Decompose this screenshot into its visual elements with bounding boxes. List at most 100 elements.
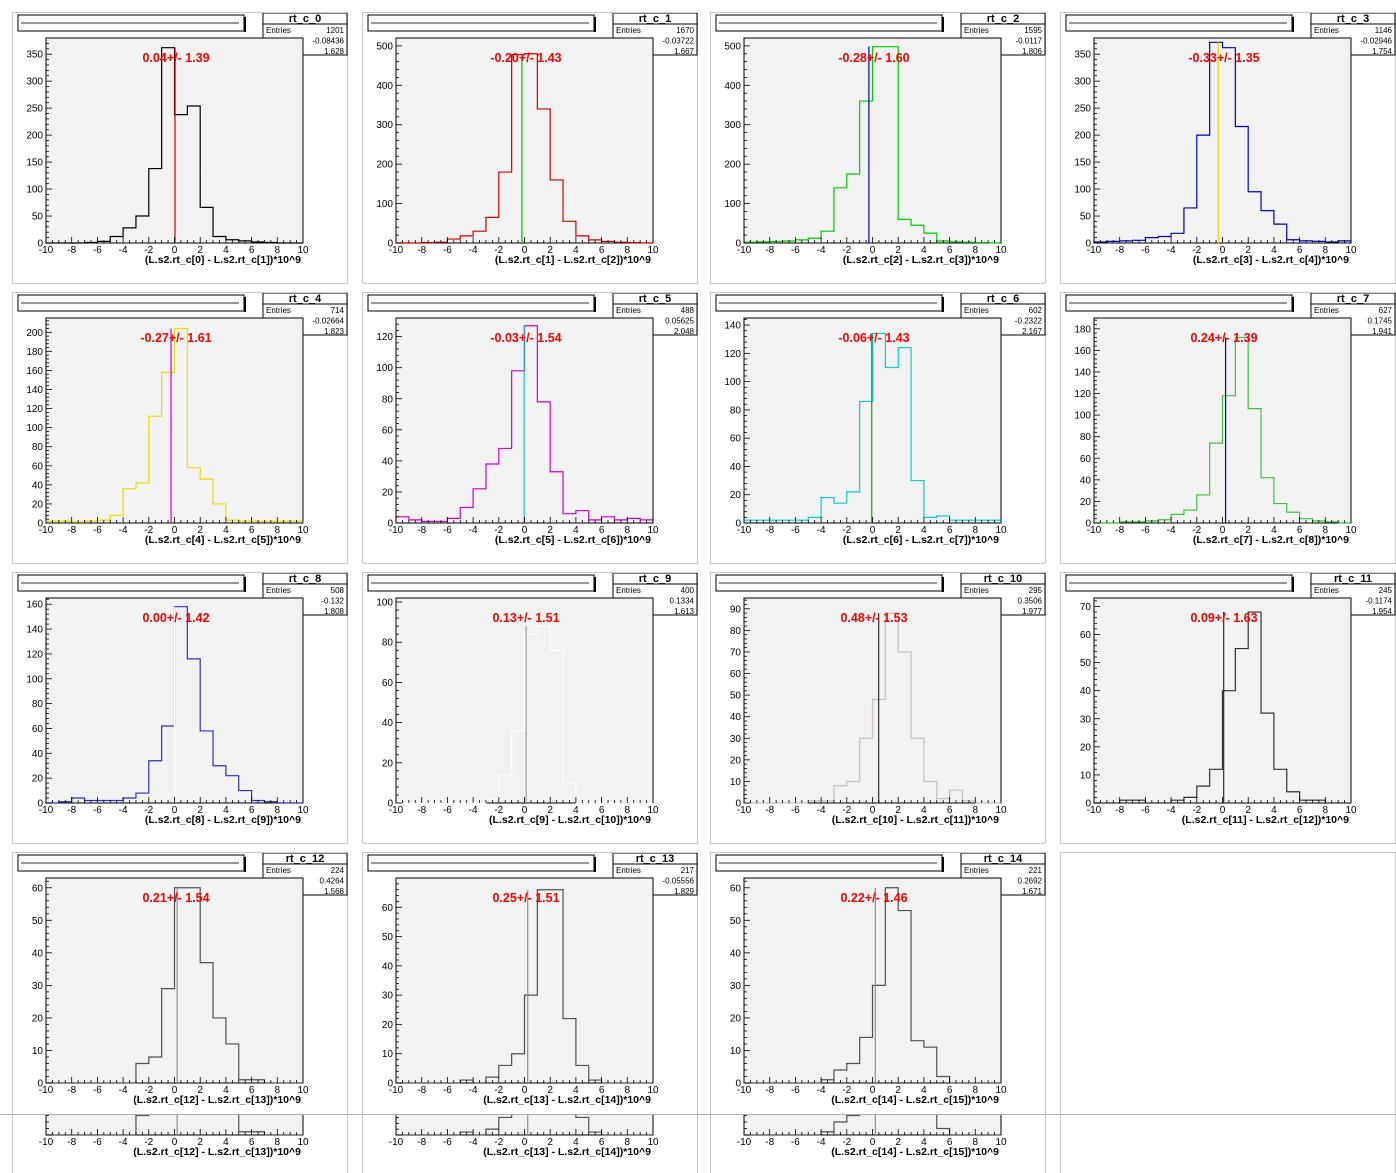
x-tick-label: 0 [522,525,528,536]
y-tick-label: 40 [382,456,394,467]
title-selection-text [1069,582,1287,584]
histogram-pad-rt_c_9[interactable]: rt_c_9Entries400Mean0.1334RMS1.613-10-8-… [362,572,698,844]
x-tick-label: -6 [443,525,452,536]
x-tick-label: 4 [573,1085,579,1096]
stats-value-entries: 627 [1379,306,1393,315]
stats-value-mean: -0.05556 [662,877,694,886]
y-tick-label: 40 [730,948,742,959]
y-tick-label: 0 [1085,519,1091,530]
histogram-pad-rt_c_10[interactable]: rt_c_10Entries295Mean0.3506RMS1.977-10-8… [710,572,1046,844]
x-tick-label: -4 [469,1137,478,1148]
x-tick-label: -2 [842,245,851,256]
stats-value-entries: 1146 [1375,26,1393,35]
x-tick-label: 6 [947,245,953,256]
x-tick-label: 2 [895,245,901,256]
x-tick-label: -2 [1192,805,1201,816]
fit-result-label: 0.21+/- 1.54 [142,891,209,905]
ghost-repaint-strip: -10 -8 -6 -4 -2 0 2 4 6 8 10 (L.s2.rt_c[12] - L.s2.… [0,1114,1396,1173]
histogram-svg: rt_c_9Entries400Mean0.1334RMS1.613-10-8-… [367,573,698,826]
x-axis-title: (L.s2.rt_c[9] - L.s2.rt_c[10])*10^9 [489,814,651,826]
histogram-svg: rt_c_2Entries1595Mean-0.0117RMS1.806-10-… [715,13,1046,266]
histogram-name: rt_c_8 [289,573,321,585]
title-box-shadow [942,17,944,32]
fit-result-label: -0.20+/- 1.43 [490,51,561,65]
y-tick-label: 20 [32,499,44,510]
stats-value-rms: 1.806 [1022,47,1043,56]
histogram-pad-rt_c_1[interactable]: rt_c_1Entries1670Mean-0.03722RMS1.667-10… [362,12,698,284]
x-tick-label: 0 [172,1085,178,1096]
histogram-pad-rt_c_6[interactable]: rt_c_6Entries602Mean-0.2322RMS2.167-10-8… [710,292,1046,564]
x-tick-label: -10 [389,1085,404,1096]
histogram-pad-rt_c_3[interactable]: rt_c_3Entries1146Mean-0.02946RMS1.754-10… [1060,12,1396,284]
histogram-name: rt_c_10 [984,573,1023,585]
x-tick-label: 8 [1323,245,1329,256]
x-tick-label: 0 [1220,525,1226,536]
stats-label-entries: Entries [266,26,291,35]
histogram-pad-rt_c_8[interactable]: rt_c_8Entries508Mean-0.132RMS1.808-10-8-… [12,572,348,844]
y-tick-label: 80 [382,394,394,405]
x-tick-label: 10 [995,805,1007,816]
stats-value-entries: 217 [681,866,695,875]
x-tick-label: -6 [791,1137,800,1148]
title-box-shadow [594,297,596,312]
x-tick-label: -10 [1087,245,1102,256]
stats-label-entries: Entries [616,866,641,875]
y-tick-label: 100 [376,363,393,374]
x-tick-label: -8 [765,805,774,816]
y-tick-label: 20 [382,758,394,769]
x-axis-title: (L.s2.rt_c[14] - L.s2.rt_c[15])*10^9 [831,1094,999,1106]
title-box-shadow [244,857,246,872]
y-tick-label: 40 [730,712,742,723]
x-tick-label: 10 [647,1137,659,1148]
histogram-pad-rt_c_2[interactable]: rt_c_2Entries1595Mean-0.0117RMS1.806-10-… [710,12,1046,284]
y-tick-label: 180 [1074,324,1091,335]
y-tick-label: 0 [37,799,43,810]
x-tick-label: -2 [842,1137,851,1148]
x-tick-label: 6 [947,805,953,816]
y-tick-label: 0 [735,519,741,530]
fit-result-label: -0.27+/- 1.61 [140,331,211,345]
y-tick-label: 80 [730,405,742,416]
y-tick-label: 80 [382,638,394,649]
plot-frame [1093,37,1352,244]
x-tick-label: 0 [870,1085,876,1096]
stats-value-rms: 1.568 [324,887,345,896]
histogram-svg: rt_c_12Entries224Mean0.4264RMS1.568-10-8… [17,853,348,1106]
fit-result-label: -0.03+/- 1.54 [490,331,561,345]
y-tick-label: 140 [26,625,43,636]
stats-label-entries: Entries [1314,26,1339,35]
stats-value-rms: 2.167 [1022,327,1043,336]
y-tick-label: 80 [32,442,44,453]
x-tick-label: 2 [197,1085,203,1096]
fit-result-label: 0.48+/- 1.53 [840,611,907,625]
plot-frame [395,37,654,244]
histogram-pad-rt_c_4[interactable]: rt_c_4Entries714Mean-0.02664RMS1.823-10-… [12,292,348,564]
x-axis-title: (L.s2.rt_c[11] - L.s2.rt_c[12])*10^9 [1182,814,1349,826]
histogram-pad-rt_c_0[interactable]: rt_c_0Entries1201Mean-0.08436RMS1.628-10… [12,12,348,284]
histogram-pad-rt_c_14[interactable]: rt_c_14Entries221Mean0.2692RMS1.671-10-8… [710,852,1046,1124]
x-tick-label: -6 [1141,805,1150,816]
histogram-pad-rt_c_7[interactable]: rt_c_7Entries627Mean0.1745RMS1.941-10-8-… [1060,292,1396,564]
x-tick-label: -4 [817,1137,826,1148]
histogram-pad-rt_c_11[interactable]: rt_c_11Entries245Mean-0.1174RMS1.954-10-… [1060,572,1396,844]
x-tick-label: -10 [1087,805,1102,816]
x-tick-label: 2 [197,525,203,536]
histogram-pad-rt_c_13[interactable]: rt_c_13Entries217Mean-0.05556RMS1.829-10… [362,852,698,1124]
y-tick-label: 60 [730,434,742,445]
y-tick-label: 100 [1074,185,1091,196]
y-tick-label: 100 [26,423,43,434]
histogram-pad-rt_c_12[interactable]: rt_c_12Entries224Mean0.4264RMS1.568-10-8… [12,852,348,1124]
y-tick-label: 200 [376,160,393,171]
stats-value-mean: -0.03722 [662,37,694,46]
x-tick-label: -10 [389,805,404,816]
x-tick-label: 4 [921,525,927,536]
stats-value-mean: 0.2692 [1018,877,1043,886]
x-tick-label: -8 [1115,245,1124,256]
x-tick-label: -6 [93,525,102,536]
stats-value-mean: -0.02664 [312,317,344,326]
stats-value-rms: 1.628 [324,47,345,56]
histogram-pad-rt_c_5[interactable]: rt_c_5Entries488Mean0.05625RMS2.048-10-8… [362,292,698,564]
stats-frame [960,293,1046,336]
y-tick-label: 200 [26,328,43,339]
stats-label-entries: Entries [616,306,641,315]
